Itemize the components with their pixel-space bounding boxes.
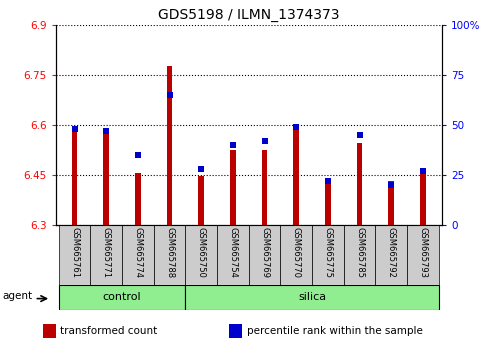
Text: silica: silica (298, 292, 326, 302)
Bar (185, 225, 217, 285)
Bar (312, 225, 344, 285)
Text: GSM665774: GSM665774 (133, 227, 142, 278)
Text: agent: agent (3, 291, 33, 301)
Text: GSM665750: GSM665750 (197, 227, 206, 278)
Bar (185, 285, 439, 310)
Point (71, 126, 78, 132)
Bar (262, 150, 268, 225)
Bar (59, 285, 185, 310)
Bar (217, 225, 249, 285)
Point (419, 168, 427, 173)
Point (356, 132, 364, 138)
Bar (249, 225, 281, 285)
Point (261, 138, 269, 144)
Bar (199, 176, 204, 225)
Text: GSM665788: GSM665788 (165, 227, 174, 278)
Text: percentile rank within the sample: percentile rank within the sample (247, 326, 423, 336)
Bar (357, 143, 362, 225)
Bar (154, 225, 185, 285)
Text: GSM665785: GSM665785 (355, 227, 364, 278)
Bar (43, 324, 56, 338)
Text: transformed count: transformed count (60, 326, 157, 336)
Point (102, 128, 110, 133)
Bar (103, 133, 109, 225)
Point (229, 142, 237, 148)
Bar (281, 225, 312, 285)
Bar (420, 173, 426, 225)
Text: GSM665770: GSM665770 (292, 227, 301, 278)
Bar (71, 130, 77, 225)
Bar (167, 67, 172, 225)
Text: GSM665793: GSM665793 (418, 227, 427, 278)
Text: GSM665754: GSM665754 (228, 227, 238, 278)
Bar (135, 173, 141, 225)
Bar (325, 178, 331, 225)
Text: GSM665792: GSM665792 (387, 227, 396, 278)
Text: GSM665769: GSM665769 (260, 227, 269, 278)
Bar (344, 225, 375, 285)
Bar (59, 225, 90, 285)
Point (387, 182, 395, 188)
Bar (90, 225, 122, 285)
Bar (293, 125, 299, 225)
Bar (407, 225, 439, 285)
Text: GSM665771: GSM665771 (102, 227, 111, 278)
Bar (229, 324, 242, 338)
Point (324, 178, 332, 184)
Bar (122, 225, 154, 285)
Title: GDS5198 / ILMN_1374373: GDS5198 / ILMN_1374373 (158, 8, 340, 22)
Bar (230, 150, 236, 225)
Text: control: control (103, 292, 142, 302)
Text: GSM665775: GSM665775 (324, 227, 332, 278)
Point (134, 152, 142, 158)
Point (292, 124, 300, 130)
Bar (388, 182, 394, 225)
Point (166, 92, 173, 98)
Bar (375, 225, 407, 285)
Point (198, 166, 205, 172)
Text: GSM665761: GSM665761 (70, 227, 79, 278)
